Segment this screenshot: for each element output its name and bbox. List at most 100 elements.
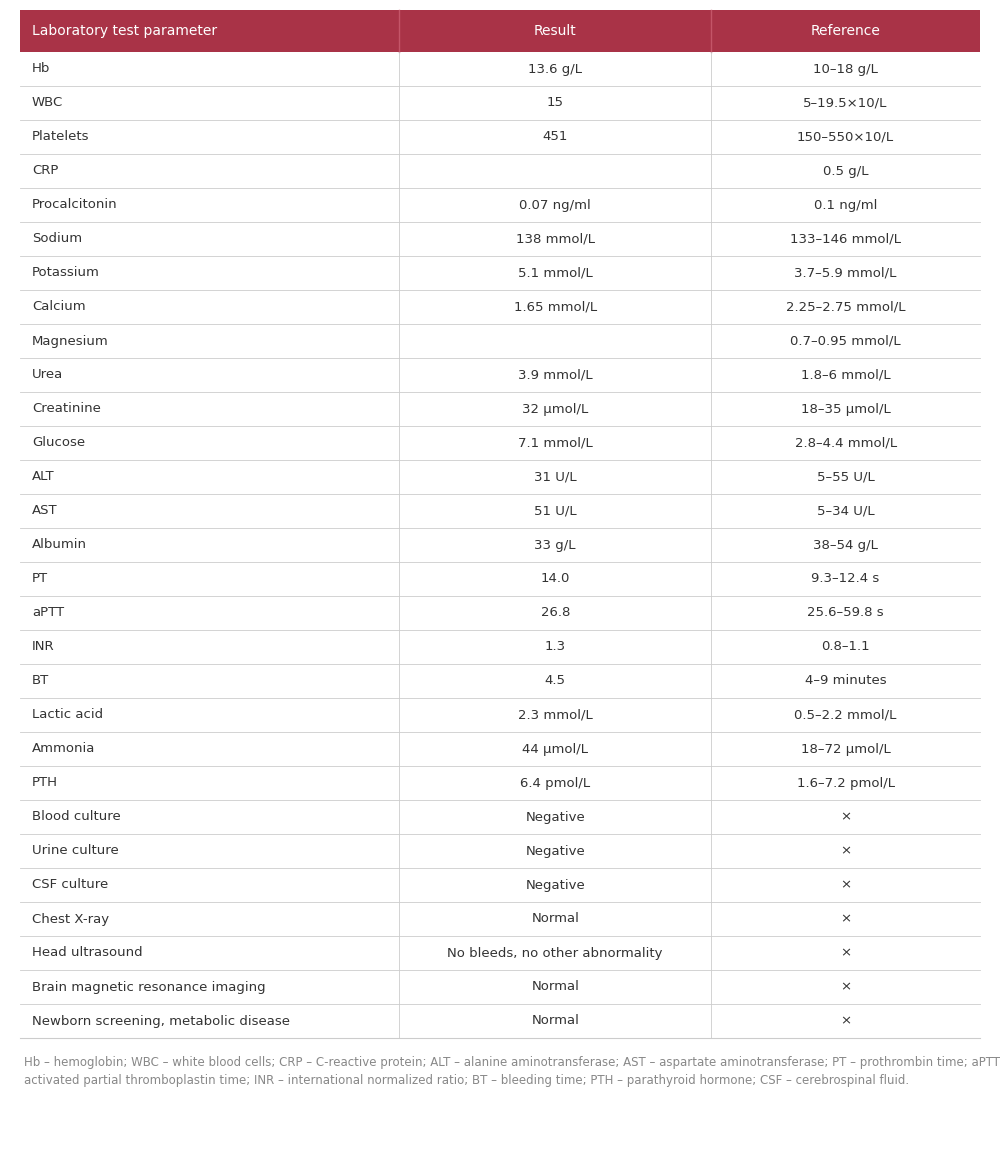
- Text: 138 mmol/L: 138 mmol/L: [516, 233, 595, 246]
- Bar: [20, 324, 980, 359]
- Text: Calcium: Calcium: [32, 300, 86, 313]
- Bar: [20, 800, 980, 833]
- Bar: [20, 833, 980, 868]
- Text: AST: AST: [32, 504, 58, 518]
- Text: Reference: Reference: [811, 24, 881, 38]
- Text: Normal: Normal: [531, 1015, 579, 1028]
- Text: 2.8–4.4 mmol/L: 2.8–4.4 mmol/L: [795, 436, 897, 449]
- Bar: [20, 698, 980, 732]
- Text: 44 μmol/L: 44 μmol/L: [522, 743, 588, 755]
- Bar: [20, 902, 980, 936]
- Text: Negative: Negative: [525, 879, 585, 892]
- Text: Negative: Negative: [525, 845, 585, 858]
- Text: ×: ×: [840, 980, 851, 994]
- Text: Albumin: Albumin: [32, 539, 87, 552]
- Text: Normal: Normal: [531, 913, 579, 925]
- Text: 14.0: 14.0: [541, 573, 570, 585]
- Text: 4.5: 4.5: [545, 674, 566, 688]
- Text: WBC: WBC: [32, 97, 63, 109]
- Text: aPTT: aPTT: [32, 606, 64, 619]
- Text: Procalcitonin: Procalcitonin: [32, 199, 118, 212]
- Text: 0.5 g/L: 0.5 g/L: [823, 164, 868, 177]
- Bar: [20, 766, 980, 800]
- Text: 0.5–2.2 mmol/L: 0.5–2.2 mmol/L: [794, 709, 897, 722]
- Text: 33 g/L: 33 g/L: [534, 539, 576, 552]
- Text: 3.9 mmol/L: 3.9 mmol/L: [518, 369, 593, 382]
- Bar: [20, 528, 980, 562]
- Text: 32 μmol/L: 32 μmol/L: [522, 403, 588, 416]
- Text: 6.4 pmol/L: 6.4 pmol/L: [520, 776, 590, 789]
- Bar: [20, 392, 980, 426]
- Text: Hb – hemoglobin; WBC – white blood cells; CRP – C-reactive protein; ALT – alanin: Hb – hemoglobin; WBC – white blood cells…: [24, 1056, 1000, 1069]
- Text: 5–19.5×10/L: 5–19.5×10/L: [803, 97, 888, 109]
- Text: 7.1 mmol/L: 7.1 mmol/L: [518, 436, 593, 449]
- Text: Glucose: Glucose: [32, 436, 85, 449]
- Bar: [20, 290, 980, 324]
- Text: Head ultrasound: Head ultrasound: [32, 946, 143, 959]
- Text: BT: BT: [32, 674, 49, 688]
- Text: activated partial thromboplastin time; INR – international normalized ratio; BT : activated partial thromboplastin time; I…: [24, 1074, 909, 1087]
- Text: 0.1 ng/ml: 0.1 ng/ml: [814, 199, 877, 212]
- Bar: [20, 359, 980, 392]
- Text: 133–146 mmol/L: 133–146 mmol/L: [790, 233, 901, 246]
- Text: Hb: Hb: [32, 63, 50, 76]
- Bar: [20, 86, 980, 120]
- Bar: [20, 120, 980, 154]
- Bar: [20, 154, 980, 189]
- Text: 25.6–59.8 s: 25.6–59.8 s: [807, 606, 884, 619]
- Text: ×: ×: [840, 810, 851, 823]
- Text: Normal: Normal: [531, 980, 579, 994]
- Bar: [20, 732, 980, 766]
- Bar: [20, 663, 980, 698]
- Text: Chest X-ray: Chest X-ray: [32, 913, 109, 925]
- Text: 2.3 mmol/L: 2.3 mmol/L: [518, 709, 593, 722]
- Text: 5.1 mmol/L: 5.1 mmol/L: [518, 267, 593, 279]
- Text: 38–54 g/L: 38–54 g/L: [813, 539, 878, 552]
- Text: 4–9 minutes: 4–9 minutes: [805, 674, 886, 688]
- Text: 26.8: 26.8: [541, 606, 570, 619]
- Bar: [20, 460, 980, 494]
- Text: Ammonia: Ammonia: [32, 743, 95, 755]
- Text: 0.8–1.1: 0.8–1.1: [821, 640, 870, 653]
- Text: PTH: PTH: [32, 776, 58, 789]
- Text: ALT: ALT: [32, 470, 55, 483]
- Text: 3.7–5.9 mmol/L: 3.7–5.9 mmol/L: [794, 267, 897, 279]
- Bar: [20, 494, 980, 528]
- Text: Sodium: Sodium: [32, 233, 82, 246]
- Text: Blood culture: Blood culture: [32, 810, 121, 823]
- Bar: [20, 562, 980, 596]
- Text: Magnesium: Magnesium: [32, 334, 109, 348]
- Bar: [20, 630, 980, 663]
- Text: ×: ×: [840, 946, 851, 959]
- Text: 13.6 g/L: 13.6 g/L: [528, 63, 582, 76]
- Text: Platelets: Platelets: [32, 130, 90, 143]
- Text: Potassium: Potassium: [32, 267, 100, 279]
- Bar: [20, 936, 980, 970]
- Text: No bleeds, no other abnormality: No bleeds, no other abnormality: [447, 946, 663, 959]
- Text: Result: Result: [534, 24, 577, 38]
- Text: 0.07 ng/ml: 0.07 ng/ml: [519, 199, 591, 212]
- Text: 10–18 g/L: 10–18 g/L: [813, 63, 878, 76]
- Text: 1.8–6 mmol/L: 1.8–6 mmol/L: [801, 369, 890, 382]
- Text: Creatinine: Creatinine: [32, 403, 101, 416]
- Text: Brain magnetic resonance imaging: Brain magnetic resonance imaging: [32, 980, 266, 994]
- Bar: [20, 10, 980, 52]
- Bar: [20, 189, 980, 222]
- Text: Newborn screening, metabolic disease: Newborn screening, metabolic disease: [32, 1015, 290, 1028]
- Text: Negative: Negative: [525, 810, 585, 823]
- Text: 9.3–12.4 s: 9.3–12.4 s: [811, 573, 880, 585]
- Text: CRP: CRP: [32, 164, 58, 177]
- Bar: [20, 256, 980, 290]
- Text: 2.25–2.75 mmol/L: 2.25–2.75 mmol/L: [786, 300, 905, 313]
- Text: ×: ×: [840, 879, 851, 892]
- Text: PT: PT: [32, 573, 48, 585]
- Bar: [20, 596, 980, 630]
- Text: 150–550×10/L: 150–550×10/L: [797, 130, 894, 143]
- Text: Lactic acid: Lactic acid: [32, 709, 103, 722]
- Text: 451: 451: [543, 130, 568, 143]
- Text: 51 U/L: 51 U/L: [534, 504, 577, 518]
- Text: 5–34 U/L: 5–34 U/L: [817, 504, 874, 518]
- Text: 1.6–7.2 pmol/L: 1.6–7.2 pmol/L: [797, 776, 895, 789]
- Text: CSF culture: CSF culture: [32, 879, 108, 892]
- Bar: [20, 868, 980, 902]
